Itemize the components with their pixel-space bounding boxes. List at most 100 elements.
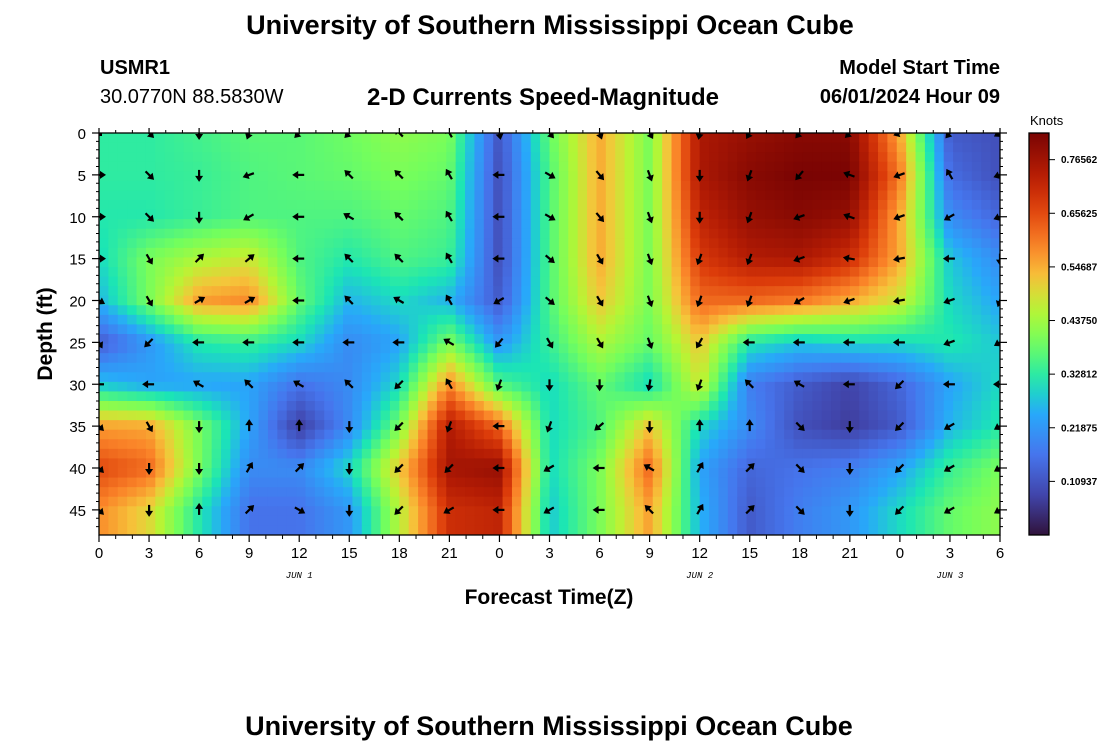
heatmap-cell <box>155 353 166 364</box>
heatmap-cell <box>380 420 391 431</box>
heatmap-cell <box>877 180 888 192</box>
heatmap-cell <box>408 429 419 440</box>
heatmap-cell <box>596 477 607 488</box>
heatmap-cell <box>174 238 185 249</box>
heatmap-cell <box>662 487 673 498</box>
heatmap-cell <box>718 142 729 153</box>
heatmap-cell <box>709 334 720 345</box>
heatmap-cell <box>784 267 795 278</box>
heatmap-cell <box>483 267 494 278</box>
heatmap-cell <box>849 496 860 507</box>
heatmap-cell <box>474 343 485 354</box>
heatmap-cell <box>408 142 419 153</box>
heatmap-cell <box>840 525 851 535</box>
heatmap-cell <box>737 515 748 527</box>
heatmap-cell <box>221 458 231 469</box>
heatmap-cell <box>427 209 438 220</box>
heatmap-cell <box>446 353 457 364</box>
heatmap-cell <box>521 180 532 192</box>
heatmap-cell <box>990 458 1000 469</box>
heatmap-cell <box>258 468 269 479</box>
heatmap-cell <box>784 410 795 421</box>
heatmap-cell <box>896 448 907 460</box>
heatmap-cell <box>371 429 382 440</box>
heatmap-cell <box>239 458 250 469</box>
heatmap-cell <box>502 267 513 278</box>
heatmap-cell <box>971 372 982 383</box>
heatmap-cell <box>483 305 494 316</box>
direction-arrow <box>842 380 855 389</box>
heatmap-cell <box>446 401 457 412</box>
heatmap-cell <box>549 372 560 383</box>
heatmap-cell <box>108 219 119 230</box>
heatmap-cell <box>521 267 532 278</box>
heatmap-cell <box>371 305 382 316</box>
heatmap-cell <box>99 410 109 421</box>
heatmap-cell <box>718 238 729 249</box>
heatmap-cell <box>831 267 842 278</box>
heatmap-cell <box>314 180 325 192</box>
heatmap-cell <box>971 267 982 278</box>
heatmap-cell <box>605 267 616 278</box>
heatmap-cell <box>314 448 325 460</box>
heatmap-cell <box>605 180 616 192</box>
heatmap-cell <box>615 429 626 440</box>
heatmap-cell <box>455 200 466 211</box>
heatmap-cell <box>718 477 729 488</box>
heatmap-cell <box>380 219 391 230</box>
heatmap-cell <box>821 477 832 488</box>
heatmap-cell <box>953 391 964 402</box>
heatmap-cell <box>877 353 888 364</box>
heatmap-cell <box>249 477 260 488</box>
heatmap-cell <box>145 477 156 488</box>
heatmap-cell <box>343 343 354 354</box>
heatmap-cell <box>643 180 654 192</box>
heatmap-cell <box>389 247 400 259</box>
heatmap-cell <box>615 362 626 373</box>
heatmap-cell <box>418 468 429 479</box>
heatmap-cell <box>887 458 898 469</box>
heatmap-cell <box>239 506 250 517</box>
heatmap-cell <box>718 180 729 192</box>
heatmap-cell <box>793 343 804 354</box>
heatmap-cell <box>211 458 222 469</box>
heatmap-cell <box>718 343 729 354</box>
heatmap-cell <box>746 448 757 460</box>
heatmap-cell <box>596 228 607 239</box>
heatmap-cell <box>286 391 297 402</box>
heatmap-cell <box>643 324 654 335</box>
heatmap-cell <box>455 228 466 239</box>
heatmap-cell <box>981 525 992 535</box>
heatmap-cell <box>887 515 898 527</box>
heatmap-cell <box>802 142 813 153</box>
heatmap-cell <box>324 401 335 412</box>
heatmap-cell <box>249 200 260 211</box>
heatmap-cell <box>540 429 551 440</box>
direction-arrow <box>646 169 654 182</box>
heatmap-cell <box>502 362 513 373</box>
heatmap-cell <box>380 190 391 201</box>
heatmap-cell <box>877 506 888 517</box>
heatmap-cell <box>145 200 156 211</box>
heatmap-cell <box>343 200 354 211</box>
heatmap-cell <box>859 209 870 220</box>
heatmap-cell <box>802 133 813 144</box>
direction-arrow <box>945 168 954 180</box>
heatmap-cell <box>671 391 682 402</box>
heatmap-cell <box>821 429 832 440</box>
heatmap-cell <box>671 314 682 326</box>
heatmap-cell <box>145 381 156 393</box>
heatmap-cell <box>906 506 917 517</box>
heatmap-cell <box>192 257 203 268</box>
direction-arrow <box>144 133 155 138</box>
heatmap-cell <box>784 276 795 287</box>
heatmap-cell <box>831 257 842 268</box>
direction-arrow <box>993 380 1000 389</box>
heatmap-cell <box>371 372 382 383</box>
heatmap-cell <box>981 257 992 268</box>
heatmap-cell <box>877 343 888 354</box>
heatmap-cell <box>211 200 222 211</box>
heatmap-cell <box>483 458 494 469</box>
heatmap-cell <box>624 439 635 450</box>
